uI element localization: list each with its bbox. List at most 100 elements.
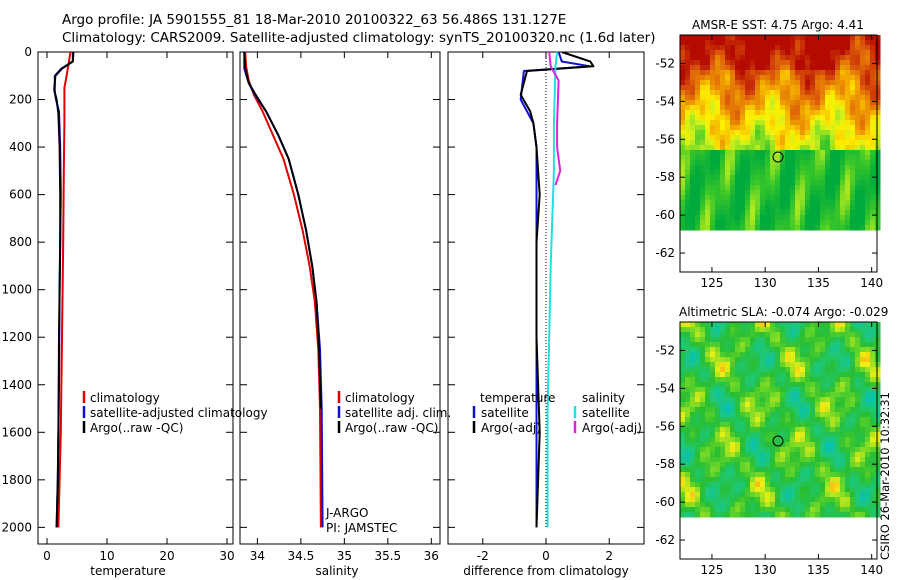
heatmap-cell bbox=[740, 60, 746, 66]
heatmap-cell bbox=[840, 205, 846, 211]
heatmap-cell bbox=[810, 512, 816, 518]
heatmap-cell bbox=[860, 185, 866, 191]
heatmap-cell bbox=[690, 65, 696, 71]
heatmap-cell bbox=[865, 150, 871, 156]
heatmap-cell bbox=[685, 382, 691, 388]
heatmap-cell bbox=[730, 357, 736, 363]
heatmap-cell bbox=[760, 40, 766, 46]
heatmap-cell bbox=[830, 200, 836, 206]
heatmap-cell bbox=[860, 50, 866, 56]
heatmap-cell bbox=[860, 105, 866, 111]
heatmap-cell bbox=[830, 402, 836, 408]
heatmap-cell bbox=[755, 185, 761, 191]
heatmap-cell bbox=[765, 392, 771, 398]
heatmap-cell bbox=[710, 135, 716, 141]
heatmap-cell bbox=[720, 40, 726, 46]
heatmap-cell bbox=[840, 110, 846, 116]
heatmap-cell bbox=[870, 382, 876, 388]
heatmap-cell bbox=[680, 397, 686, 403]
heatmap-cell bbox=[845, 95, 851, 101]
heatmap-cell bbox=[725, 170, 731, 176]
heatmap-cell bbox=[820, 55, 826, 61]
heatmap-cell bbox=[845, 145, 851, 151]
heatmap-cell bbox=[720, 165, 726, 171]
heatmap-cell bbox=[865, 482, 871, 488]
heatmap-cell bbox=[800, 477, 806, 483]
heatmap-cell bbox=[695, 225, 701, 231]
heatmap-cell bbox=[830, 165, 836, 171]
heatmap-cell bbox=[755, 512, 761, 518]
heatmap-cell bbox=[715, 352, 721, 358]
heatmap-cell bbox=[730, 512, 736, 518]
heatmap-cell bbox=[810, 367, 816, 373]
heatmap-cell bbox=[710, 362, 716, 368]
heatmap-cell bbox=[750, 432, 756, 438]
heatmap-cell bbox=[800, 407, 806, 413]
heatmap-cell bbox=[700, 45, 706, 51]
heatmap-cell bbox=[680, 100, 686, 106]
heatmap-cell bbox=[795, 402, 801, 408]
heatmap-cell bbox=[870, 165, 876, 171]
heatmap-cell bbox=[865, 85, 871, 91]
heatmap-cell bbox=[805, 332, 811, 338]
heatmap-cell bbox=[840, 427, 846, 433]
heatmap-cell bbox=[745, 507, 751, 513]
heatmap-cell bbox=[870, 225, 876, 231]
heatmap-cell bbox=[745, 130, 751, 136]
heatmap-cell bbox=[740, 372, 746, 378]
heatmap-cell bbox=[805, 200, 811, 206]
heatmap-cell bbox=[745, 205, 751, 211]
heatmap-cell bbox=[780, 332, 786, 338]
heatmap-cell bbox=[780, 75, 786, 81]
heatmap-cell bbox=[715, 457, 721, 463]
heatmap-cell bbox=[875, 382, 881, 388]
heatmap-cell bbox=[775, 155, 781, 161]
heatmap-cell bbox=[765, 412, 771, 418]
heatmap-cell bbox=[735, 50, 741, 56]
heatmap-cell bbox=[825, 150, 831, 156]
heatmap-cell bbox=[720, 392, 726, 398]
heatmap-cell bbox=[825, 437, 831, 443]
heatmap-cell bbox=[830, 467, 836, 473]
heatmap-cell bbox=[720, 462, 726, 468]
heatmap-cell bbox=[845, 392, 851, 398]
heatmap-cell bbox=[790, 100, 796, 106]
heatmap-cell bbox=[845, 80, 851, 86]
heatmap-cell bbox=[765, 125, 771, 131]
heatmap-cell bbox=[725, 447, 731, 453]
heatmap-cell bbox=[775, 512, 781, 518]
heatmap-cell bbox=[745, 35, 751, 41]
heatmap-cell bbox=[690, 377, 696, 383]
heatmap-cell bbox=[875, 452, 881, 458]
heatmap-cell bbox=[695, 322, 701, 328]
heatmap-cell bbox=[680, 417, 686, 423]
heatmap-cell bbox=[860, 332, 866, 338]
heatmap-cell bbox=[690, 362, 696, 368]
heatmap-cell bbox=[800, 467, 806, 473]
heatmap-cell bbox=[860, 502, 866, 508]
heatmap-cell bbox=[830, 50, 836, 56]
heatmap-cell bbox=[815, 95, 821, 101]
heatmap-cell bbox=[845, 210, 851, 216]
heatmap-cell bbox=[715, 472, 721, 478]
heatmap-cell bbox=[730, 392, 736, 398]
heatmap-cell bbox=[870, 35, 876, 41]
heatmap-cell bbox=[830, 120, 836, 126]
heatmap-cell bbox=[865, 120, 871, 126]
heatmap-cell bbox=[795, 155, 801, 161]
heatmap-cell bbox=[875, 367, 881, 373]
heatmap-cell bbox=[845, 407, 851, 413]
heatmap-cell bbox=[745, 337, 751, 343]
heatmap-cell bbox=[860, 180, 866, 186]
heatmap-cell bbox=[760, 200, 766, 206]
heatmap-cell bbox=[755, 115, 761, 121]
heatmap-cell bbox=[810, 412, 816, 418]
heatmap-cell bbox=[705, 387, 711, 393]
heatmap-cell bbox=[805, 452, 811, 458]
heatmap-cell bbox=[695, 362, 701, 368]
heatmap-cell bbox=[845, 467, 851, 473]
heatmap-cell bbox=[690, 170, 696, 176]
heatmap-cell bbox=[760, 372, 766, 378]
heatmap-cell bbox=[820, 185, 826, 191]
heatmap-cell bbox=[870, 145, 876, 151]
